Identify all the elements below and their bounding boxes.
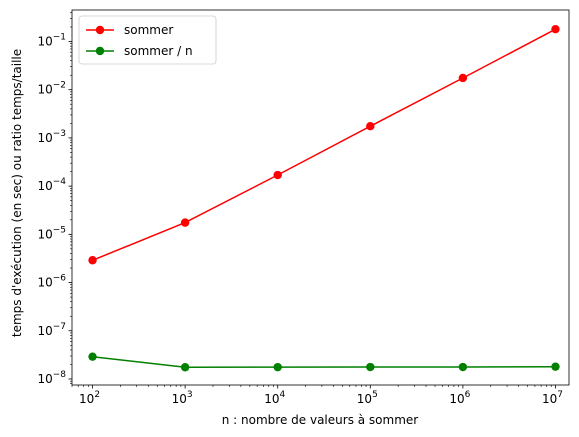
x-tick-label: 102: [79, 390, 100, 406]
legend-label: sommer: [124, 23, 173, 37]
legend-marker: [95, 46, 105, 56]
series-1-point: [551, 24, 560, 34]
series-2-point: [180, 363, 190, 372]
y-tick-label: 10−5: [37, 225, 66, 241]
x-tick-label: 105: [357, 390, 378, 406]
y-tick-label: 10−1: [37, 32, 66, 48]
series-2-point: [273, 362, 282, 372]
series-1-point: [458, 73, 468, 83]
plot-area: [71, 9, 570, 386]
series-line-1: [92, 28, 556, 261]
x-tick-label: 106: [449, 390, 470, 406]
y-tick-label: 10−4: [37, 177, 66, 193]
y-tick-label: 10−2: [37, 81, 66, 97]
series-1-point: [88, 256, 97, 265]
x-axis-ticks: 102 103 104 105 106 107: [71, 385, 563, 406]
x-tick-label: 107: [542, 390, 563, 406]
legend-label: sommer / n: [124, 44, 193, 58]
series-line-2: [92, 355, 556, 369]
series-1-point: [273, 170, 282, 180]
legend: sommer sommer / n: [78, 15, 217, 65]
series-2-point: [366, 362, 375, 372]
y-tick-label: 10−3: [37, 129, 66, 145]
series-2-point: [458, 362, 468, 372]
x-tick-label: 104: [264, 390, 285, 406]
y-axis-ticks: 10−8 10−7 10−6 10−5 10−4 10−3 10−2 10−1: [37, 12, 72, 386]
legend-marker: [95, 25, 105, 35]
y-tick-label: 10−7: [37, 322, 66, 338]
x-tick-label: 103: [172, 390, 193, 406]
series-1-point: [180, 218, 190, 227]
y-axis-label: temps d'exécution (en sec) ou ratio temp…: [10, 49, 24, 337]
series-1-point: [366, 121, 375, 131]
plot-frame: [71, 9, 570, 386]
series-layer: [88, 24, 560, 372]
series-2-point: [551, 362, 560, 371]
legend-box: [78, 15, 217, 65]
series-2-point: [88, 352, 97, 361]
y-tick-label: 10−8: [37, 370, 66, 386]
y-tick-label: 10−6: [37, 274, 66, 290]
x-axis-label: n : nombre de valeurs à sommer: [222, 413, 419, 427]
